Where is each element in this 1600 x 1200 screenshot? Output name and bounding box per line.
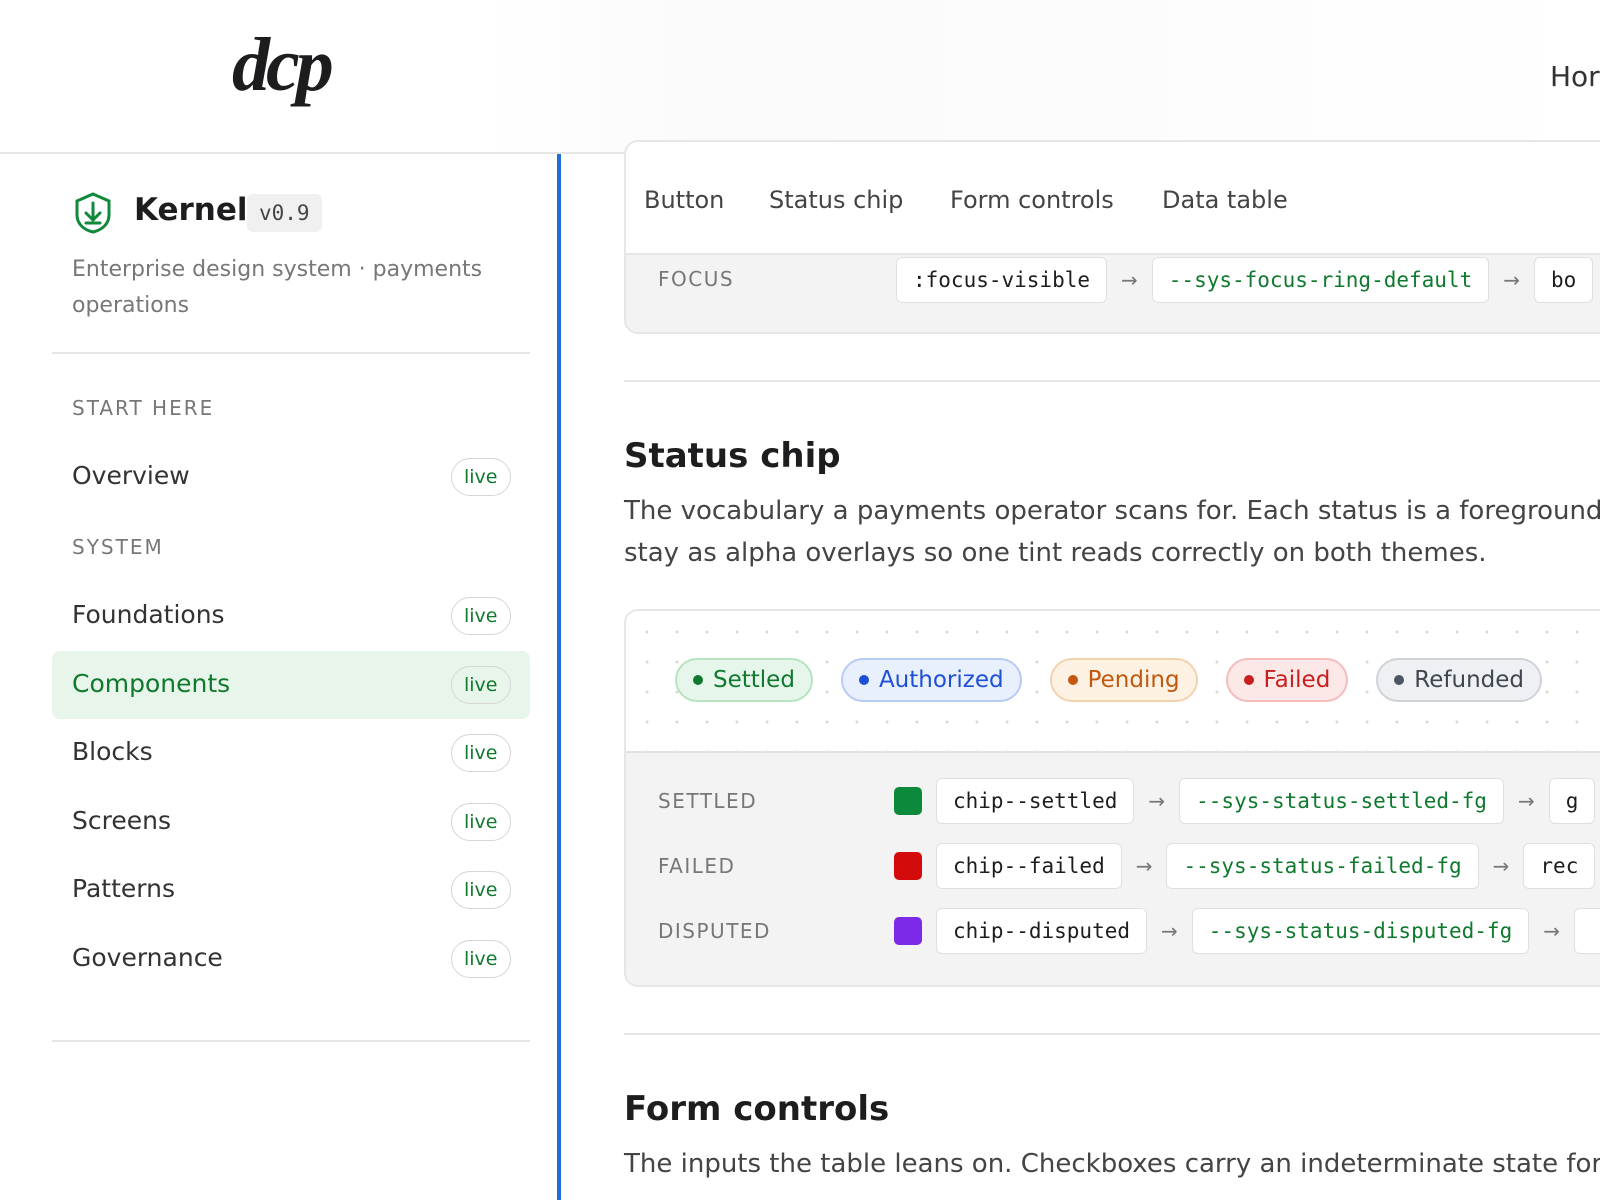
chip-dot [1067, 675, 1078, 685]
row-label: DISPUTED [658, 919, 771, 943]
nav-item[interactable]: Blocks [72, 737, 153, 766]
chip-row: Settled Authorized Pending Failed Refunded [675, 658, 1542, 702]
shield-arrow [84, 201, 102, 225]
status-chip[interactable]: Refunded [1376, 658, 1542, 702]
chip-dot [1394, 675, 1405, 685]
value [1573, 908, 1600, 954]
logo[interactable]: dcp [232, 23, 334, 107]
sidebar-subtitle: Enterprise design system · payments oper… [72, 257, 483, 318]
tab[interactable]: Status chip [769, 186, 904, 214]
chip-dot [693, 675, 703, 685]
class-name: chip--failed [936, 843, 1122, 889]
divider [624, 380, 1600, 382]
swatch [894, 787, 922, 815]
arrow: → [1135, 854, 1153, 878]
status-badge: live [451, 871, 511, 909]
token-chain: chip--disputed → --sys-status-disputed-fg → [894, 908, 1600, 954]
chip-label: Failed [1263, 667, 1331, 693]
value: bo [1533, 257, 1594, 303]
selector: :focus-visible [896, 257, 1108, 303]
tab-bar [626, 142, 1600, 255]
nav-group-label: SYSTEM [72, 535, 164, 559]
class-name: chip--settled [936, 778, 1135, 824]
section-text: The inputs the table leans on. Checkboxe… [624, 1149, 1600, 1179]
token: --sys-focus-ring-default [1151, 257, 1490, 303]
token-chain: chip--failed → --sys-status-failed-fg → rec [894, 843, 1596, 889]
status-badge: live [451, 458, 511, 496]
nav-item[interactable]: Components [72, 668, 231, 698]
nav-item[interactable]: Governance [72, 942, 223, 972]
section-text: stay as alpha overlays so one tint reads… [624, 538, 1487, 568]
sidebar [0, 154, 561, 1200]
status-chip[interactable]: Settled [675, 658, 813, 702]
token-chain: chip--settled → --sys-status-settled-fg → g [894, 778, 1596, 824]
arrow: → [1503, 268, 1520, 292]
chip-label: Refunded [1414, 667, 1524, 693]
status-badge: live [451, 939, 511, 978]
chip-dot [1243, 675, 1254, 685]
section-text: The vocabulary a payments operator scans… [624, 496, 1600, 526]
tabs-card [624, 140, 1600, 334]
class-name: chip--disputed [936, 908, 1148, 954]
version-badge: v0.9 [247, 194, 322, 232]
kernel-icon [75, 192, 111, 234]
chip-label: Settled [713, 667, 795, 693]
arrow: → [1161, 919, 1178, 943]
chip-label: Pending [1087, 667, 1180, 693]
divider [624, 1033, 1600, 1035]
status-badge: live [451, 665, 511, 704]
nav-active-bg [52, 650, 530, 719]
nav-item[interactable]: Foundations [72, 600, 225, 629]
arrow: → [1148, 789, 1166, 813]
token: --sys-status-disputed-fg [1191, 908, 1530, 954]
section-title: Form controls [624, 1089, 890, 1129]
row-label: FAILED [658, 854, 736, 878]
tab[interactable]: Button [644, 186, 725, 214]
divider [52, 1040, 530, 1042]
nav-item[interactable]: Overview [72, 461, 190, 490]
swatch [894, 852, 922, 880]
tab[interactable]: Data table [1162, 186, 1288, 214]
tab[interactable]: Form controls [950, 186, 1114, 214]
row-label: FOCUS [658, 267, 735, 291]
status-badge: live [451, 734, 511, 772]
sidebar-title: Kernel [134, 192, 248, 228]
status-chip[interactable]: Failed [1225, 658, 1349, 702]
status-badge: live [451, 802, 511, 841]
value: g [1548, 778, 1596, 824]
divider [52, 352, 530, 354]
token-chain: :focus-visible → --sys-focus-ring-default →… [896, 257, 1594, 303]
swatch [894, 917, 922, 945]
nav-item[interactable]: Patterns [72, 874, 175, 903]
row-label: SETTLED [658, 789, 758, 813]
shield [75, 192, 111, 234]
token: --sys-status-failed-fg [1166, 843, 1479, 889]
arrow: → [1517, 789, 1535, 813]
token: --sys-status-settled-fg [1179, 778, 1504, 824]
status-chip[interactable]: Pending [1049, 658, 1198, 702]
arrow: → [1543, 919, 1560, 943]
arrow: → [1121, 268, 1138, 292]
value: rec [1523, 843, 1596, 889]
status-chip[interactable]: Authorized [840, 658, 1022, 702]
nav-item[interactable]: Screens [72, 805, 171, 835]
status-badge: live [451, 597, 511, 635]
nav-link[interactable]: Hor [1550, 60, 1600, 93]
section-title: Status chip [624, 436, 841, 476]
chip-dot [858, 675, 869, 685]
arrow: → [1492, 854, 1510, 878]
nav-group-label: START HERE [72, 396, 215, 420]
chip-label: Authorized [878, 667, 1004, 693]
